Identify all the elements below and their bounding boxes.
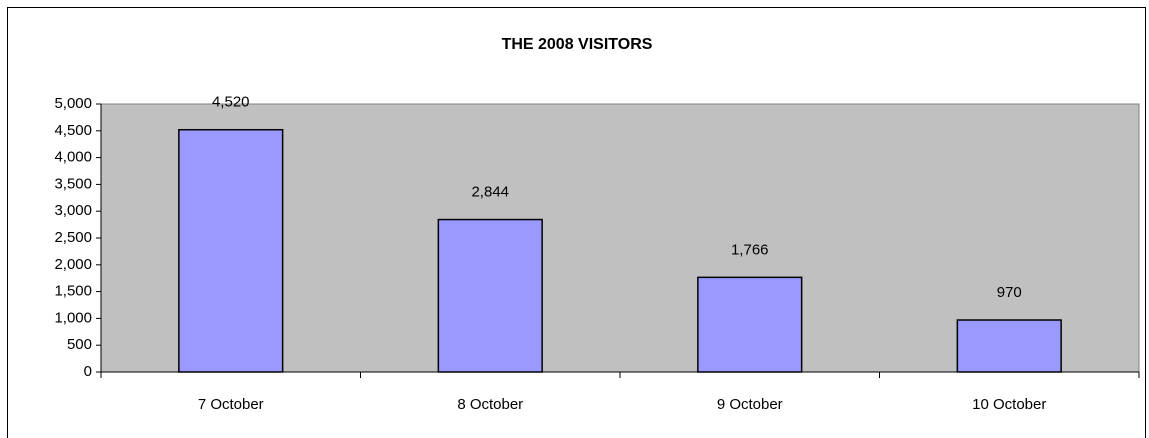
x-tick-label: 8 October — [457, 396, 523, 413]
bar — [956, 319, 1062, 373]
x-tick-label: 9 October — [717, 396, 783, 413]
bar — [437, 218, 543, 373]
y-tick-label: 0 — [84, 363, 92, 380]
y-tick-label: 2,000 — [54, 256, 92, 273]
y-tick-label: 3,000 — [54, 202, 92, 219]
y-tick-label: 3,500 — [54, 175, 92, 192]
bar — [178, 128, 284, 373]
bar — [697, 276, 803, 373]
y-tick-label: 4,500 — [54, 122, 92, 139]
data-label: 2,844 — [471, 184, 509, 201]
x-tick-label: 7 October — [198, 396, 264, 413]
y-tick-label: 4,000 — [54, 149, 92, 166]
y-tick-label: 500 — [67, 336, 92, 353]
y-tick-label: 1,000 — [54, 309, 92, 326]
y-tick-label: 2,500 — [54, 229, 92, 246]
y-tick-label: 1,500 — [54, 283, 92, 300]
data-label: 4,520 — [212, 94, 250, 111]
data-label: 970 — [997, 284, 1022, 301]
x-tick-label: 10 October — [972, 396, 1046, 413]
data-label: 1,766 — [731, 241, 769, 258]
chart-title: THE 2008 VISITORS — [502, 36, 653, 53]
y-tick-label: 5,000 — [54, 95, 92, 112]
